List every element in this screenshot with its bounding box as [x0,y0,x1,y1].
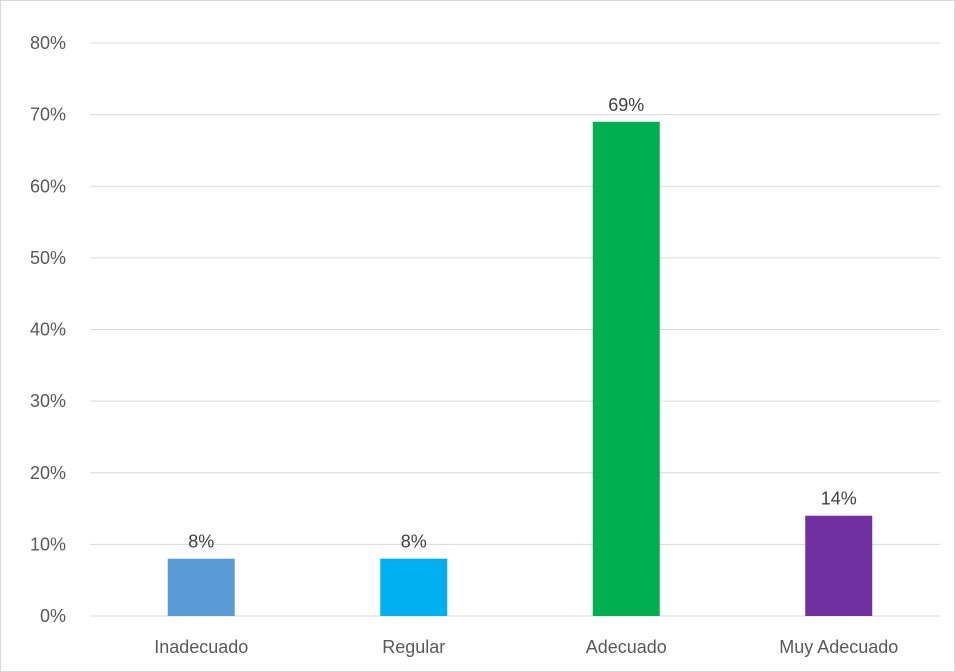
x-axis-ticks: Inadecuado Regular Adecuado Muy Adecuado [154,637,898,657]
bar-inadecuado [167,558,235,616]
x-tick-label: Muy Adecuado [779,637,898,657]
bar-muy-adecuado [805,515,873,616]
y-tick-label: 10% [30,534,66,554]
y-tick-label: 40% [30,320,66,340]
x-tick-label: Adecuado [586,637,667,657]
y-tick-label: 30% [30,391,66,411]
bar-regular [380,558,448,616]
data-label: 69% [608,95,644,115]
y-tick-label: 0% [40,606,66,626]
data-label: 8% [401,532,427,552]
x-tick-label: Inadecuado [154,637,248,657]
y-tick-label: 70% [30,105,66,125]
bar-adecuado [592,121,660,616]
y-tick-label: 60% [30,176,66,196]
bars [167,121,873,616]
data-label: 14% [821,489,857,509]
y-tick-label: 80% [30,33,66,53]
x-tick-label: Regular [382,637,445,657]
data-label: 8% [188,532,214,552]
y-axis-ticks: 0% 10% 20% 30% 40% 50% 60% 70% 80% [30,33,66,626]
y-tick-label: 50% [30,248,66,268]
y-tick-label: 20% [30,463,66,483]
data-labels: 8% 8% 69% 14% [188,95,857,552]
